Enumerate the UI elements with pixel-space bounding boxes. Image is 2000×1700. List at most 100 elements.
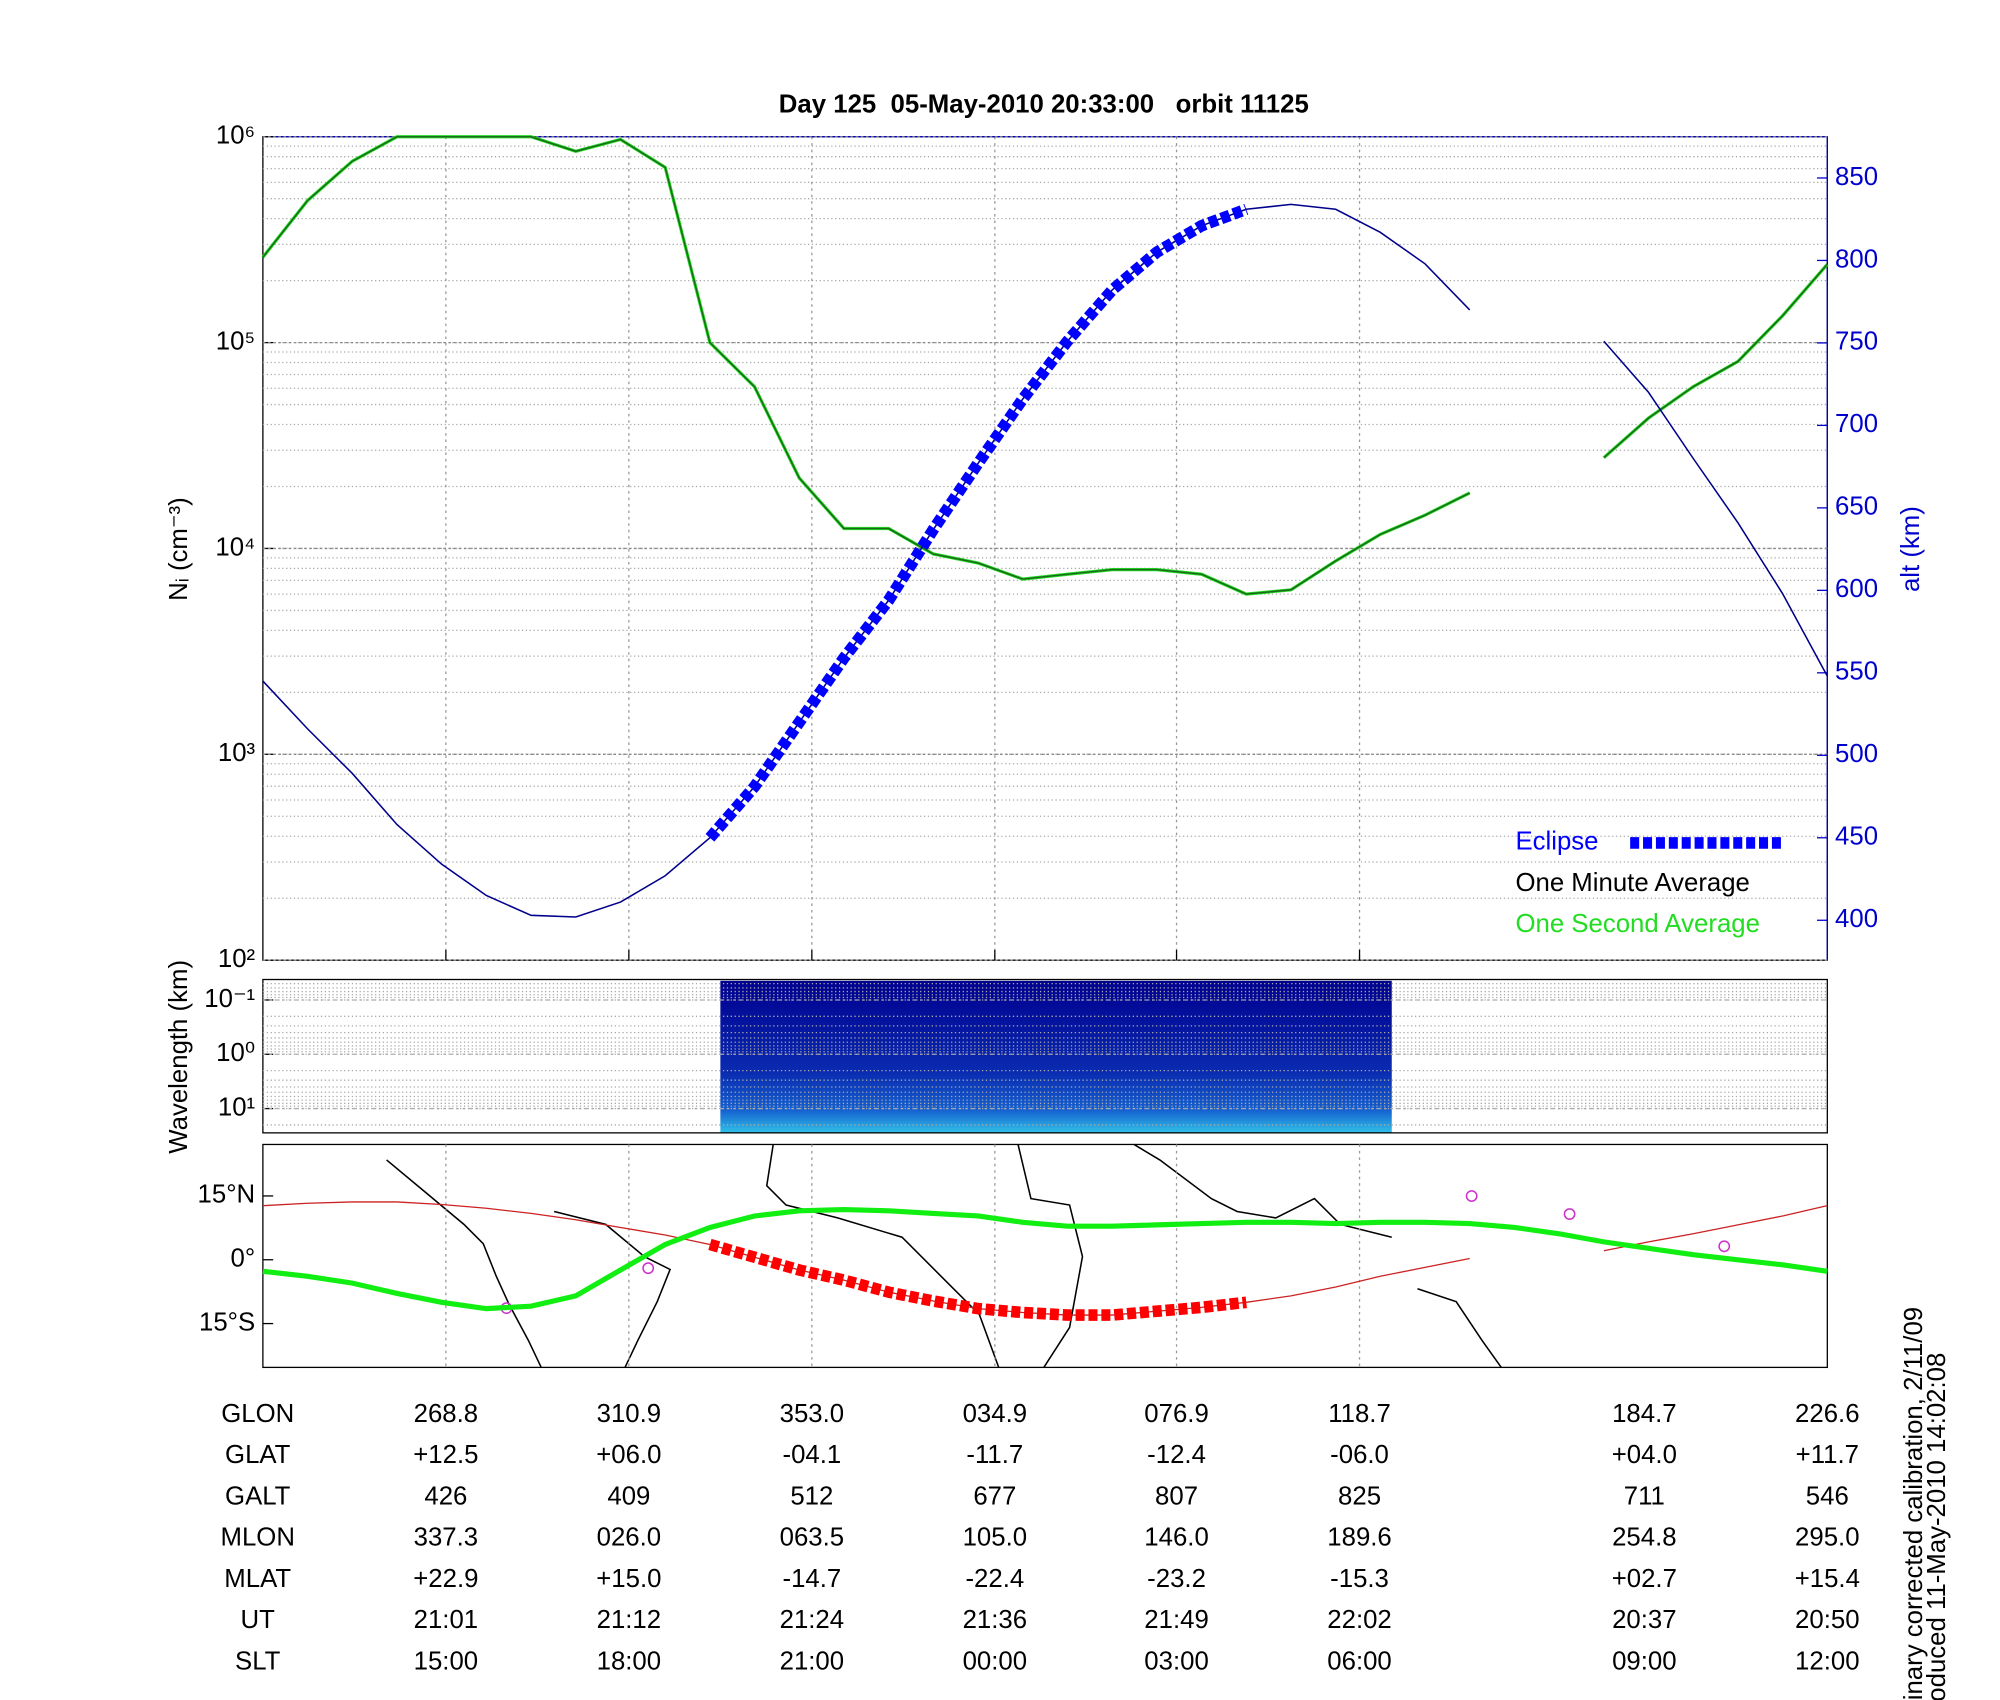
series-line: [708, 1238, 1247, 1321]
cell: 268.8: [414, 1400, 478, 1428]
marker: [1563, 1208, 1576, 1220]
cell: 426: [424, 1482, 467, 1510]
cell: 03:00: [1144, 1647, 1208, 1675]
cell: 184.7: [1612, 1400, 1676, 1428]
marker: [642, 1262, 655, 1275]
cell: 12:00: [1795, 1647, 1859, 1675]
y2-tick-label: 800: [1835, 245, 1878, 273]
cell: 295.0: [1795, 1524, 1859, 1552]
series-line: [1603, 263, 1828, 459]
y-tick-label: 10¹: [218, 1093, 256, 1121]
y-tick-label: 10⁵: [216, 327, 255, 355]
cell: 06:00: [1327, 1647, 1391, 1675]
y-axis-label: Nᵢ (cm⁻³): [165, 497, 193, 601]
panel-frame: [262, 978, 1828, 1134]
y-tick-label: 15°S: [199, 1308, 255, 1336]
cell: 21:12: [597, 1606, 661, 1634]
coast: [386, 1159, 542, 1368]
y-tick-label: 10²: [218, 945, 256, 973]
coast: [1017, 1144, 1084, 1368]
y2-tick-label: 500: [1835, 740, 1878, 768]
y2-tick-label: 550: [1835, 658, 1878, 686]
cell: -11.7: [966, 1441, 1023, 1469]
legend-label: One Minute Average: [1515, 869, 1749, 897]
coastlines: [386, 1143, 1502, 1368]
series-line: [262, 1201, 1470, 1316]
row-label: UT: [241, 1606, 276, 1634]
cell: 034.9: [963, 1400, 1027, 1428]
y-tick-label: 10⁰: [216, 1039, 255, 1067]
cell: 21:01: [414, 1606, 478, 1634]
series-line: [262, 135, 1471, 595]
y-axis-label: Wavelength (km): [165, 960, 193, 1154]
y-tick-label: 10⁴: [215, 533, 255, 561]
cell: 21:24: [780, 1606, 844, 1634]
cell: -23.2: [1147, 1565, 1206, 1593]
series-line: [1603, 1205, 1828, 1252]
cell: +15.0: [596, 1565, 661, 1593]
cell: 546: [1806, 1482, 1849, 1510]
y2-tick-label: 600: [1835, 575, 1878, 603]
legend-label: Eclipse: [1515, 828, 1598, 856]
coast: [1417, 1288, 1502, 1368]
cell: -04.1: [782, 1441, 841, 1469]
y-tick-label: 15°N: [198, 1181, 256, 1209]
cell: 189.6: [1327, 1524, 1391, 1552]
note: Preliminary corrected calibration, 2/11/…: [1900, 1307, 1928, 1700]
cell: 254.8: [1612, 1524, 1676, 1552]
cell: 146.0: [1144, 1524, 1208, 1552]
y-tick-label: 0°: [231, 1245, 256, 1273]
cell: +02.7: [1612, 1565, 1677, 1593]
cell: 20:50: [1795, 1606, 1859, 1634]
y2-tick-label: 750: [1835, 328, 1878, 356]
row-label: MLON: [221, 1524, 295, 1552]
cell: 512: [790, 1482, 833, 1510]
cell: 337.3: [414, 1524, 478, 1552]
cell: 677: [973, 1482, 1016, 1510]
marker: [1465, 1190, 1478, 1202]
series-line: [262, 203, 1471, 918]
y2-tick-label: 850: [1835, 163, 1878, 191]
cell: 00:00: [963, 1647, 1027, 1675]
cell: 711: [1624, 1482, 1665, 1510]
coast: [765, 1144, 1000, 1368]
cell: 22:02: [1327, 1606, 1391, 1634]
note: Produced 11-May-2010 14:02:08: [1923, 1353, 1951, 1700]
y2-tick-label: 450: [1835, 823, 1878, 851]
cell: 026.0: [597, 1524, 661, 1552]
legend-label: One Second Average: [1515, 910, 1759, 938]
y2-tick-label: 700: [1835, 410, 1878, 438]
cell: +04.0: [1612, 1441, 1677, 1469]
cell: 18:00: [597, 1647, 661, 1675]
cell: 09:00: [1612, 1647, 1676, 1675]
cell: -06.0: [1330, 1441, 1389, 1469]
cell: +11.7: [1796, 1441, 1859, 1469]
cell: -15.3: [1330, 1565, 1389, 1593]
y2-tick-label: 650: [1835, 493, 1878, 521]
marker: [1718, 1240, 1731, 1253]
cell: 118.7: [1328, 1400, 1391, 1428]
y-tick-label: 10⁻¹: [204, 985, 255, 1013]
row-label: GALT: [225, 1482, 291, 1510]
cell: -14.7: [782, 1565, 841, 1593]
cell: +06.0: [596, 1441, 661, 1469]
y2-tick-label: 400: [1835, 905, 1878, 933]
row-label: MLAT: [224, 1565, 291, 1593]
row-label: GLAT: [225, 1441, 291, 1469]
cell: +15.4: [1795, 1565, 1860, 1593]
cell: 21:49: [1144, 1606, 1208, 1634]
chart-title: Day 125 05-May-2010 20:33:00 orbit 11125: [779, 91, 1309, 119]
y2-axis-label: alt (km): [1897, 506, 1925, 592]
cell: 15:00: [414, 1647, 478, 1675]
cell: +22.9: [413, 1565, 478, 1593]
cell: 21:00: [780, 1647, 844, 1675]
cell: -22.4: [965, 1565, 1024, 1593]
coast: [1133, 1143, 1392, 1238]
series-line: [705, 203, 1249, 842]
cell: +12.5: [413, 1441, 478, 1469]
row-label: SLT: [235, 1647, 281, 1675]
cell: 807: [1155, 1482, 1198, 1510]
cell: 063.5: [780, 1524, 844, 1552]
cell: -12.4: [1147, 1441, 1206, 1469]
